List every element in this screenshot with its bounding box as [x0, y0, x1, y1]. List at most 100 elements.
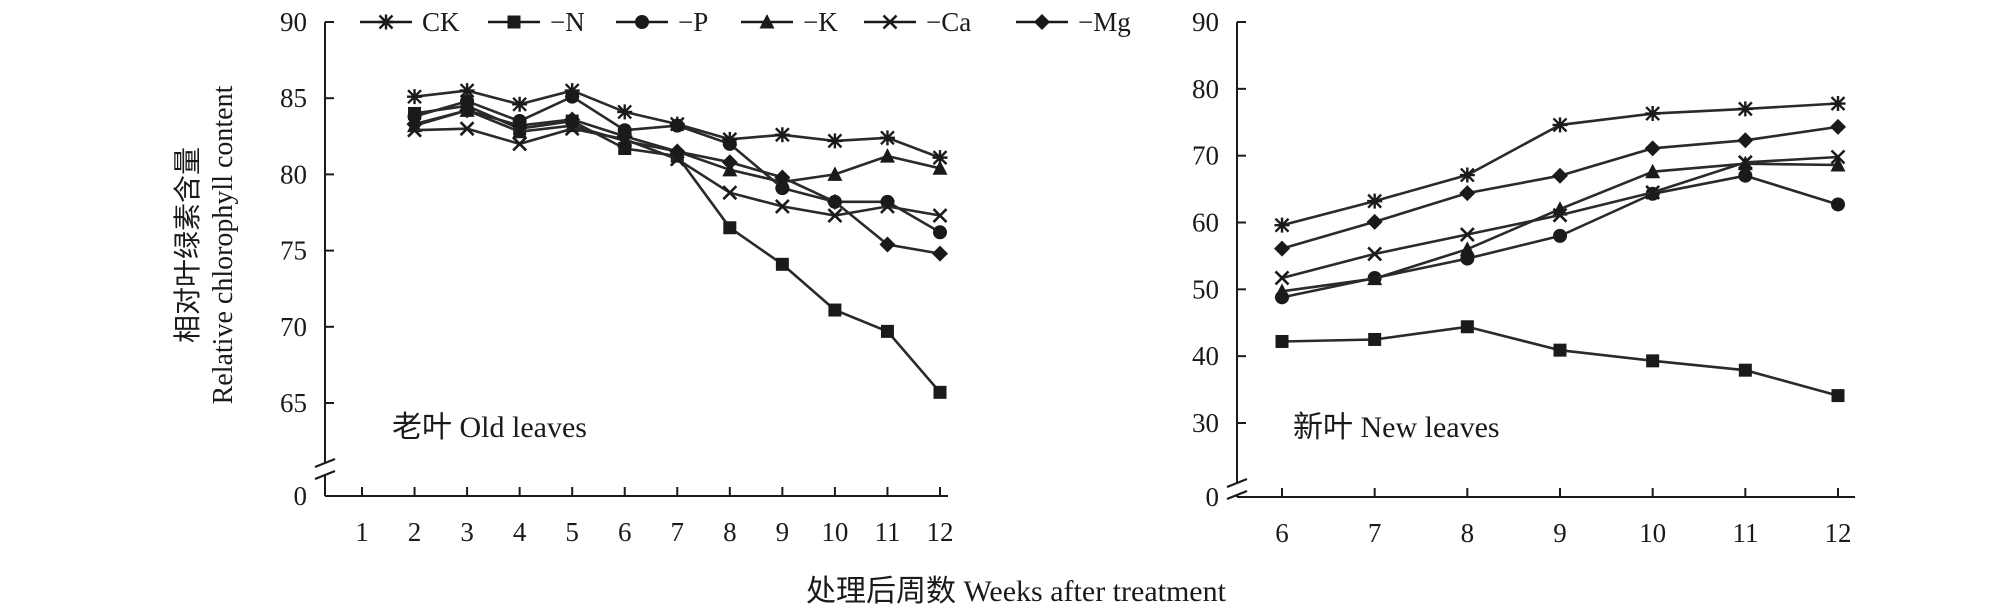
data-point: [1738, 363, 1752, 377]
data-point: [565, 89, 580, 104]
data-point: [1367, 270, 1383, 286]
data-point: [1552, 167, 1568, 184]
data-point: [1460, 320, 1474, 334]
y-tick-label: 0: [1206, 482, 1220, 512]
series-line: [1281, 325, 1839, 397]
series-minus-ca: [1274, 149, 1846, 286]
x-tick-label: 7: [671, 517, 685, 547]
legend-label: −Mg: [1078, 7, 1131, 37]
y-tick-label: 50: [1192, 274, 1219, 304]
x-tick-label: 2: [408, 517, 422, 547]
data-point: [774, 127, 790, 143]
x-tick-label: 1: [355, 517, 369, 547]
data-point: [1275, 334, 1289, 348]
y-tick-label: 90: [1192, 7, 1219, 37]
data-point: [564, 121, 580, 137]
x-tick-label: 6: [1275, 518, 1289, 548]
axes: 0 30 40 50 60 70 80 90 6 7 8 9 10 11 12: [1192, 7, 1855, 548]
data-point: [827, 166, 843, 181]
x-tick-label: 8: [1461, 518, 1475, 548]
data-point: [1830, 149, 1846, 165]
legend-item-minus-mg: −Mg: [1016, 7, 1131, 37]
data-point: [774, 198, 790, 214]
legend-marker-triangle: [759, 14, 775, 29]
data-point: [721, 154, 738, 171]
data-point: [723, 221, 737, 235]
data-point: [880, 194, 895, 209]
data-point: [1737, 132, 1754, 149]
legend-item-minus-n: −N: [488, 7, 585, 37]
data-point: [1738, 168, 1753, 183]
x-tick-label: 4: [513, 517, 527, 547]
legend-label: −K: [803, 7, 838, 37]
data-point: [880, 198, 895, 214]
data-point: [1274, 270, 1290, 286]
x-tick-label: 11: [874, 517, 900, 547]
data-point: [511, 117, 528, 134]
data-point: [406, 116, 423, 133]
y-tick-label: 40: [1192, 341, 1219, 371]
y-axis-break: [314, 457, 336, 481]
panel-label: 新叶 New leaves: [1293, 411, 1500, 444]
data-point: [1830, 157, 1846, 172]
data-point: [1646, 354, 1660, 368]
data-point: [616, 128, 633, 145]
x-tick-label: 11: [1732, 518, 1758, 548]
data-point: [827, 208, 843, 223]
x-tick-label: 10: [1639, 518, 1666, 548]
data-point: [1644, 140, 1661, 157]
legend-label: −Ca: [926, 7, 971, 37]
y-tick-label: 65: [280, 388, 307, 418]
y-axis-break: [1226, 477, 1248, 501]
x-tick-label: 12: [927, 517, 954, 547]
x-tick-label: 6: [618, 517, 632, 547]
y-tick-label: 60: [1192, 208, 1219, 238]
legend-item-minus-ca: −Ca: [864, 7, 971, 37]
x-tick-label: 12: [1825, 518, 1852, 548]
data-point: [1367, 246, 1383, 262]
data-point: [774, 169, 791, 186]
data-point: [1553, 343, 1567, 357]
series-minus-n: [1275, 320, 1845, 403]
y-axis-title-en: Relative chlorophyll content: [208, 85, 239, 404]
data-point: [1645, 185, 1661, 200]
series-ck: [1274, 96, 1846, 233]
data-point: [932, 245, 948, 262]
data-point: [722, 185, 738, 201]
data-point: [564, 111, 581, 128]
legend-item-minus-p: −P: [616, 7, 708, 37]
data-point: [1274, 283, 1290, 298]
y-tick-label: 75: [280, 236, 307, 266]
y-tick-label: 0: [294, 481, 308, 511]
panel-label: 老叶 Old leaves: [392, 411, 587, 444]
data-point: [459, 102, 476, 119]
data-point: [669, 143, 686, 160]
data-point: [826, 193, 843, 210]
x-tick-label: 8: [723, 517, 737, 547]
data-point: [879, 130, 895, 146]
data-point: [1459, 167, 1475, 183]
data-point: [880, 324, 894, 338]
y-tick-label: 80: [1192, 74, 1219, 104]
data-point: [1737, 101, 1753, 117]
data-point: [512, 136, 528, 152]
x-tick-label: 3: [460, 517, 474, 547]
data-point: [459, 121, 475, 137]
y-axis-title-cn: 相对叶绿素含量: [172, 147, 204, 343]
data-point: [932, 208, 948, 223]
data-point: [459, 83, 475, 99]
legend-item-ck: CK: [360, 7, 460, 37]
x-tick-label: 9: [1553, 518, 1567, 548]
data-point: [617, 104, 633, 120]
data-point: [933, 385, 947, 399]
data-point: [1831, 389, 1845, 403]
y-tick-label: 70: [280, 312, 307, 342]
data-point: [879, 236, 896, 253]
data-point: [932, 150, 948, 166]
y-tick-label: 90: [280, 7, 307, 37]
series-minus-mg: [1274, 118, 1846, 257]
new-leaves-panel: 0 30 40 50 60 70 80 90 6 7 8 9 10 11 12 新叶 New leaves: [1192, 7, 1855, 548]
x-tick-label: 5: [565, 517, 579, 547]
